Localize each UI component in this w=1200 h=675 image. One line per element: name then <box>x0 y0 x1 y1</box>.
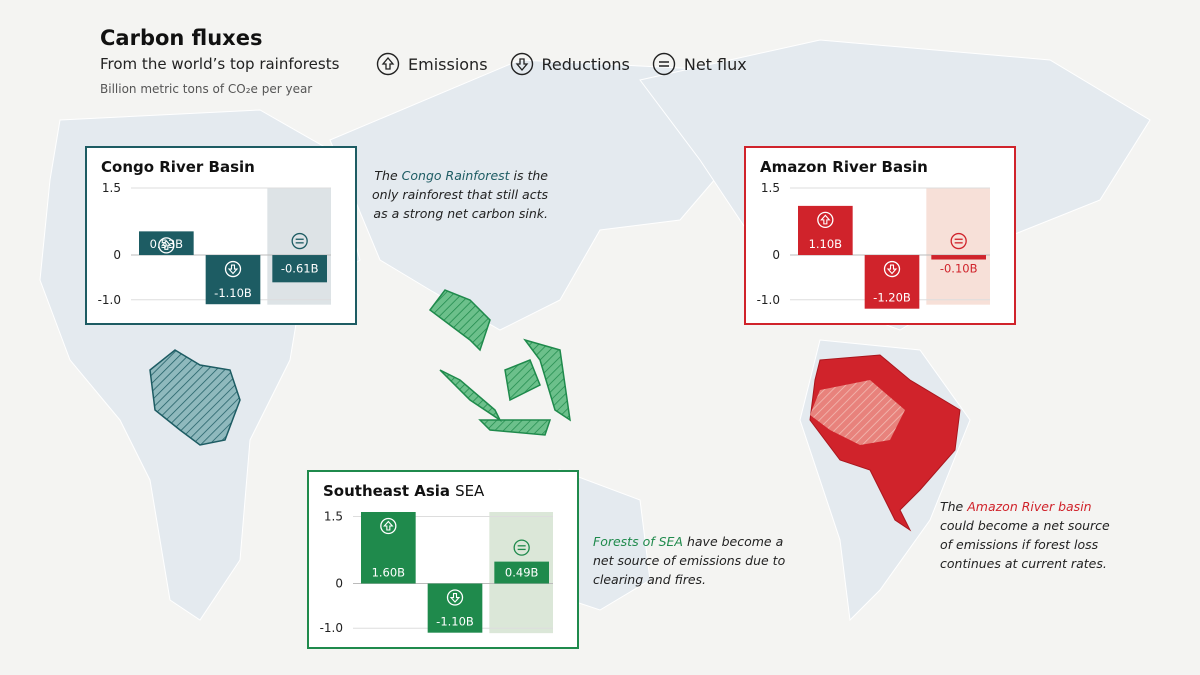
legend: Emissions Reductions Net flux <box>376 52 769 76</box>
annotation-text: have become a net source of emissions du… <box>593 534 786 587</box>
chart-title-text: Amazon River Basin <box>760 158 928 176</box>
legend-label: Emissions <box>408 54 488 74</box>
icon-ring <box>446 589 464 606</box>
annotation-text: could become a net source of emissions i… <box>940 518 1110 571</box>
legend-label: Reductions <box>541 54 630 74</box>
chart-title-text: Congo River Basin <box>101 158 255 176</box>
value-label: -1.10B <box>436 615 474 629</box>
y-tick-label: 1.5 <box>102 181 121 195</box>
bar <box>494 561 549 584</box>
title: Carbon fluxes <box>100 26 263 50</box>
bar <box>864 255 920 309</box>
y-tick-label: 1.5 <box>761 181 780 195</box>
icon-ring <box>158 237 175 254</box>
annotation-highlight: Forests of SEA <box>593 534 683 549</box>
value-label: -1.10B <box>214 286 252 300</box>
bar <box>139 231 194 256</box>
chart-panel: Southeast Asia SEA 1.5 0 -1.0 1.60B -1.10B 0.49… <box>307 470 579 649</box>
icon-ring <box>380 517 397 535</box>
bar <box>361 512 416 584</box>
icon-arrow <box>227 264 239 275</box>
value-label: 0.53B <box>150 237 184 251</box>
legend-icon <box>652 52 676 76</box>
icon-ring <box>883 260 901 278</box>
annotation: The Amazon River basin could become a ne… <box>940 497 1125 573</box>
value-label: 1.10B <box>809 237 843 251</box>
legend-item: Emissions <box>376 52 488 76</box>
legend-label: Net flux <box>683 54 747 74</box>
bar <box>798 205 853 256</box>
chart: 1.5 0 -1.0 1.10B -1.20B -0.10B <box>757 181 990 309</box>
icon-ring <box>513 539 530 556</box>
net-band <box>926 188 990 305</box>
bar <box>931 255 986 260</box>
y-tick-label: -1.0 <box>98 293 121 307</box>
chart: 1.5 0 -1.0 0.53B -1.10B -0.61B <box>98 181 331 307</box>
legend-item: Net flux <box>652 52 747 76</box>
icon-ring <box>950 232 967 250</box>
icon-arrow <box>886 264 898 275</box>
chart-title: Amazon River Basin <box>760 158 928 176</box>
icon-ring <box>291 232 308 250</box>
chart: 1.5 0 -1.0 1.60B -1.10B 0.49B <box>320 509 553 635</box>
y-tick-label: 1.5 <box>324 509 343 523</box>
annotation-highlight: Amazon River basin <box>967 499 1092 514</box>
icon-arrow <box>161 240 172 250</box>
annotation-text: is the only rainforest that still acts a… <box>372 168 548 221</box>
y-tick-label: 0 <box>335 577 343 591</box>
annotation-text: The <box>940 499 968 514</box>
legend-icon <box>376 52 400 76</box>
annotation: The Congo Rainforest is the only rainfor… <box>360 166 548 223</box>
bar <box>427 583 483 633</box>
value-label: 1.60B <box>372 566 406 580</box>
annotation: Forests of SEA have become a net source … <box>593 532 788 589</box>
bar-icon <box>883 260 901 278</box>
y-tick-label: 0 <box>772 248 780 262</box>
chart-title-text: Southeast Asia <box>323 482 451 500</box>
bar-icon <box>158 237 175 254</box>
icon-arrow <box>820 214 831 225</box>
icon-arrow <box>449 592 461 603</box>
bar-icon <box>224 260 242 278</box>
chart-title: Southeast Asia SEA <box>323 482 484 500</box>
chart-panel: Congo River Basin 1.5 0 -1.0 0.53B -1.10B -0.6… <box>85 146 357 325</box>
y-tick-label: 0 <box>113 248 121 262</box>
value-label: -0.10B <box>940 262 978 276</box>
value-label: -1.20B <box>873 291 911 305</box>
value-label: -0.61B <box>281 262 319 276</box>
bar <box>272 255 327 283</box>
bar-icon <box>950 232 967 250</box>
annotation-text: The <box>374 168 402 183</box>
legend-icon <box>510 52 533 76</box>
bar <box>205 255 261 305</box>
bar-icon <box>380 517 397 535</box>
y-tick-label: -1.0 <box>320 621 343 635</box>
net-band <box>267 188 331 305</box>
legend-item: Reductions <box>510 52 630 76</box>
bar-icon <box>446 589 464 606</box>
icon-ring <box>224 260 242 278</box>
icon-ring <box>817 211 834 229</box>
icon-arrow <box>383 520 394 531</box>
bar-icon <box>513 539 530 556</box>
chart-panel: Amazon River Basin 1.5 0 -1.0 1.10B -1.20B -0.… <box>744 146 1016 325</box>
chart-title: Congo River Basin <box>101 158 255 176</box>
chart-abbreviation: SEA <box>455 482 485 500</box>
value-label: 0.49B <box>505 566 539 580</box>
bar-icon <box>817 211 834 229</box>
annotation-highlight: Congo Rainforest <box>401 168 510 183</box>
y-tick-label: -1.0 <box>757 293 780 307</box>
bar-icon <box>291 232 308 250</box>
subtitle: From the world’s top rainforests <box>100 55 340 73</box>
unit-note: Billion metric tons of CO₂e per year <box>100 82 313 96</box>
